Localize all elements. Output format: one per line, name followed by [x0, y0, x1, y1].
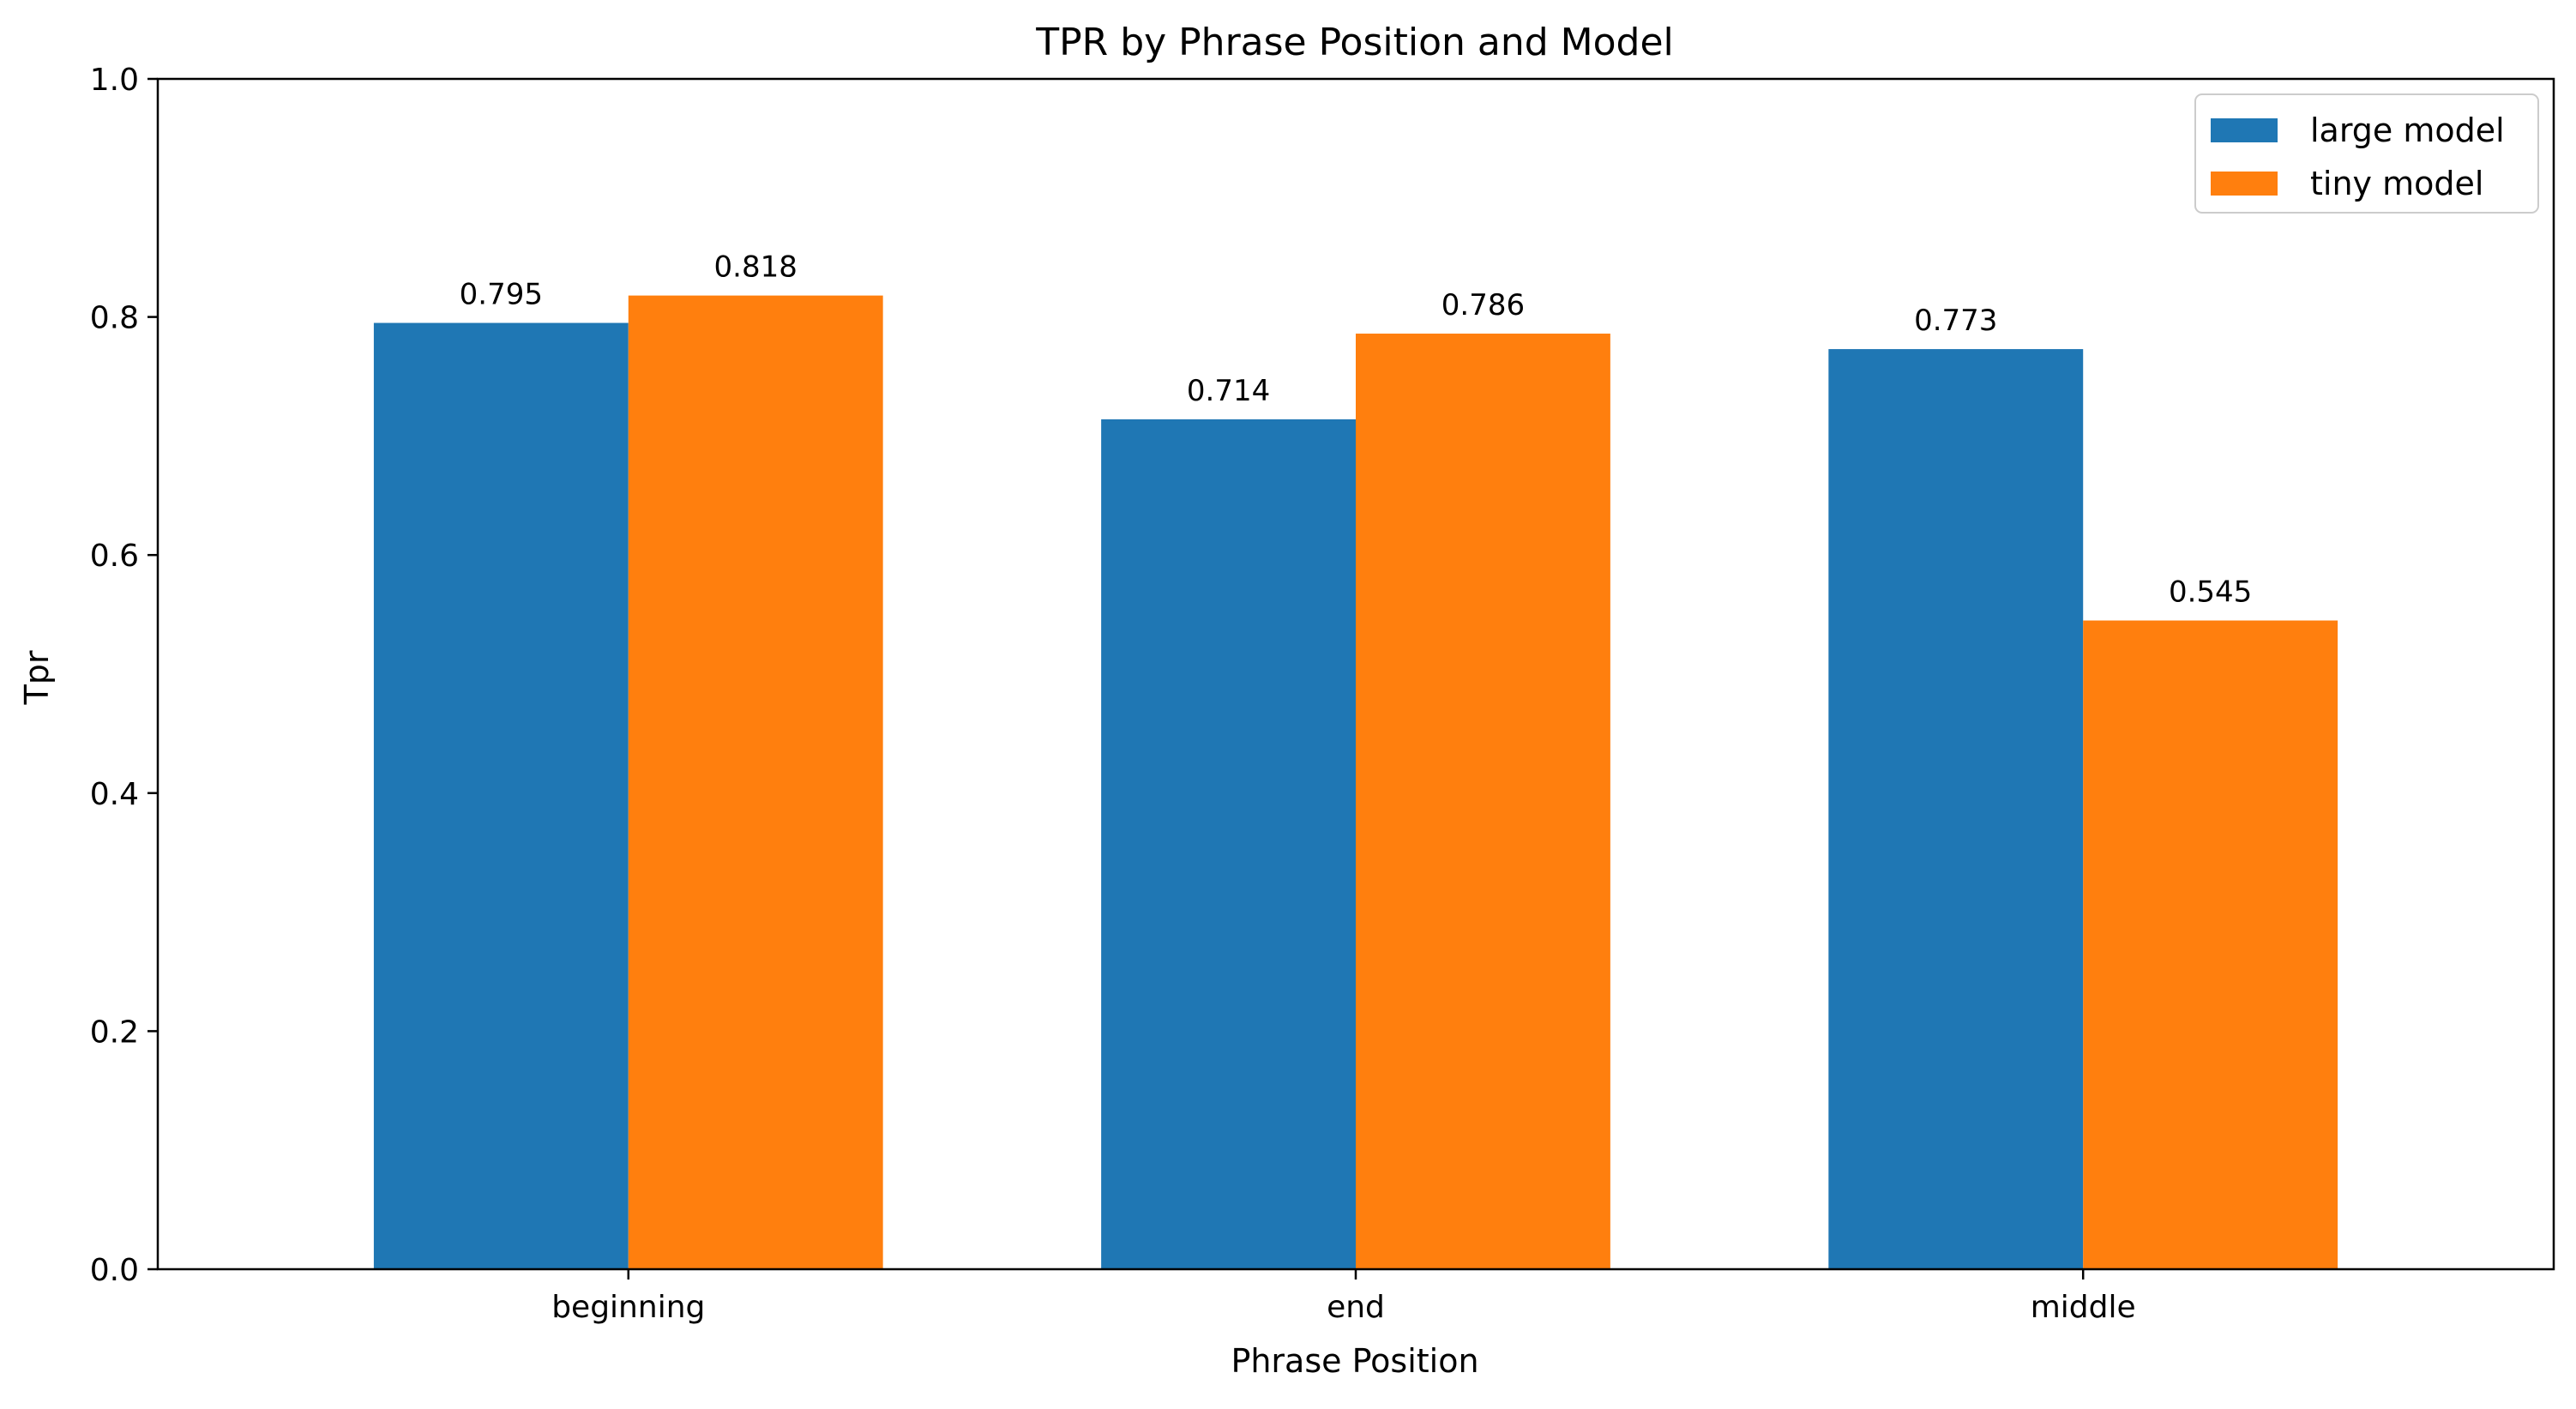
y-tick-label: 0.8 — [90, 301, 139, 336]
bar-large-model-beginning — [373, 322, 629, 1269]
plot-area: 0.795 0.714 0.773 0.818 0.786 0.545 0.0 0.2 0.4… — [90, 63, 2555, 1325]
data-label: 0.795 — [460, 278, 543, 312]
bars-group — [373, 295, 2338, 1270]
data-label: 0.818 — [714, 250, 797, 285]
y-tick-label: 0.6 — [90, 539, 139, 574]
data-label: 0.545 — [2169, 575, 2252, 610]
x-tick-label: beginning — [551, 1290, 705, 1325]
x-axis: beginning end middle — [551, 1269, 2136, 1325]
bar-large-model-middle — [1828, 349, 2084, 1270]
data-labels-group: 0.795 0.714 0.773 0.818 0.786 0.545 — [460, 250, 2253, 610]
y-tick-label: 0.2 — [90, 1015, 139, 1050]
x-tick-label: end — [1327, 1290, 1385, 1325]
y-tick-label: 1.0 — [90, 63, 139, 98]
y-axis-label: Tpr — [18, 650, 56, 705]
y-tick-label: 0.4 — [90, 777, 139, 812]
legend-entry: tiny model — [2310, 165, 2483, 202]
legend-entry: large model — [2310, 111, 2505, 149]
y-tick-label: 0.0 — [90, 1253, 139, 1288]
chart-title: TPR by Phrase Position and Model — [1035, 21, 1674, 64]
legend-box — [2194, 93, 2539, 214]
data-label: 0.714 — [1187, 374, 1270, 408]
data-label: 0.786 — [1441, 288, 1525, 322]
bar-tiny-model-end — [1356, 334, 1610, 1270]
bar-tiny-model-middle — [2083, 620, 2338, 1269]
data-label: 0.773 — [1914, 304, 1997, 338]
x-tick-label: middle — [2031, 1290, 2136, 1325]
bar-large-model-end — [1101, 418, 1356, 1269]
x-axis-label: Phrase Position — [1231, 1342, 1478, 1380]
y-axis: 0.0 0.2 0.4 0.6 0.8 1.0 — [90, 63, 158, 1288]
legend-swatch — [2211, 172, 2278, 196]
bar-tiny-model-beginning — [628, 295, 883, 1270]
legend-swatch — [2211, 118, 2278, 142]
legend: large model tiny model — [2194, 93, 2539, 214]
plot-frame — [156, 77, 2555, 1271]
